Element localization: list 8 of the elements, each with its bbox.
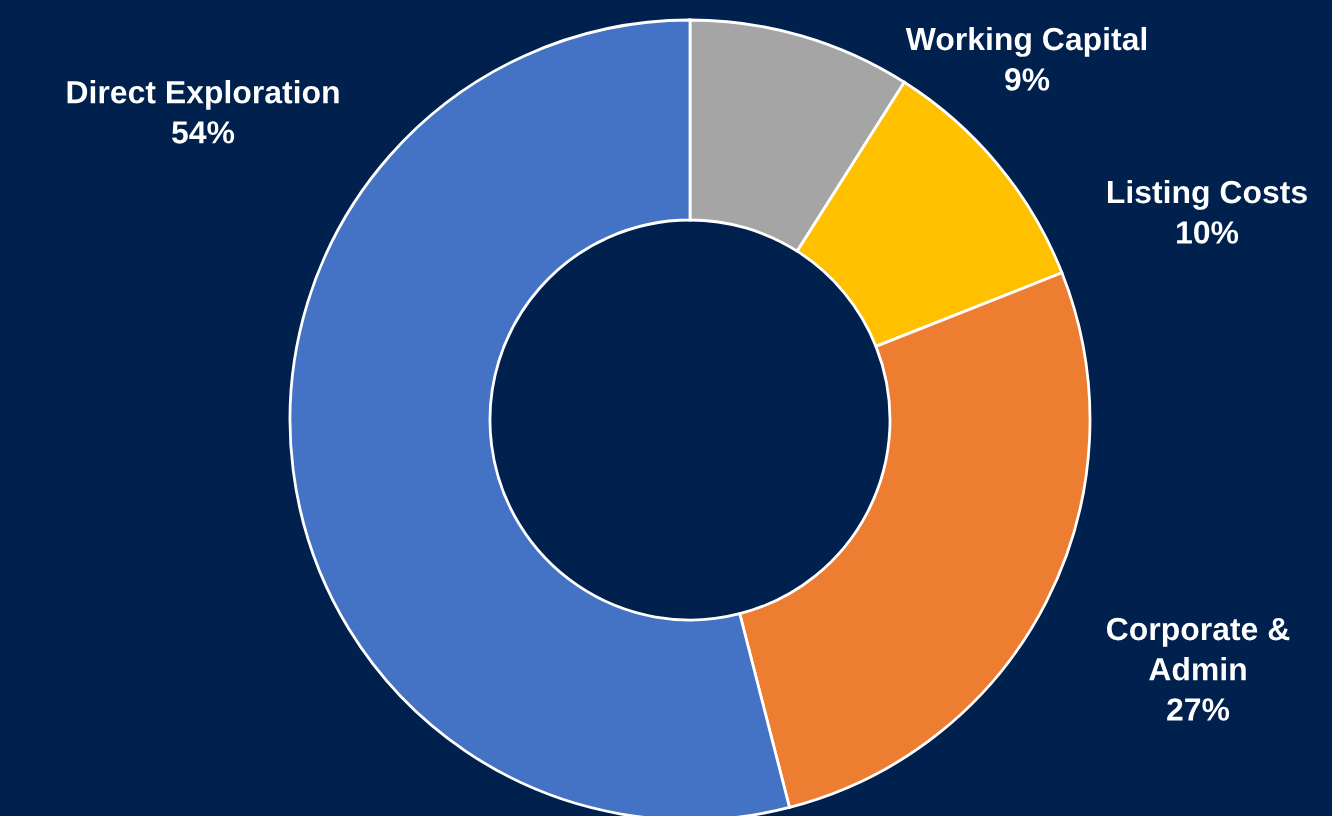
data-label: 27% [1167, 698, 1230, 721]
data-label: 10% [1177, 221, 1239, 244]
slice-label: Direct Exploration [67, 80, 339, 110]
data-label: 54% [172, 121, 235, 144]
slice-label: Corporate & Admin [1107, 617, 1290, 681]
data-label: 9% [1005, 68, 1050, 91]
slice-label: Listing Costs [1107, 179, 1307, 210]
slice-label: Working Capital [905, 26, 1147, 57]
